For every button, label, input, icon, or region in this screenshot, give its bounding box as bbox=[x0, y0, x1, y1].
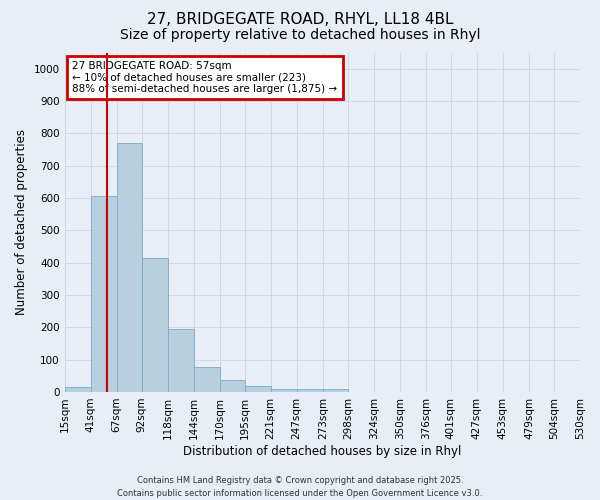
Text: 27, BRIDGEGATE ROAD, RHYL, LL18 4BL: 27, BRIDGEGATE ROAD, RHYL, LL18 4BL bbox=[147, 12, 453, 28]
Bar bbox=[142, 258, 167, 392]
Bar bbox=[271, 388, 297, 392]
X-axis label: Distribution of detached houses by size in Rhyl: Distribution of detached houses by size … bbox=[183, 444, 461, 458]
Y-axis label: Number of detached properties: Number of detached properties bbox=[15, 129, 28, 315]
Bar bbox=[297, 388, 323, 392]
Text: 27 BRIDGEGATE ROAD: 57sqm
← 10% of detached houses are smaller (223)
88% of semi: 27 BRIDGEGATE ROAD: 57sqm ← 10% of detac… bbox=[72, 61, 337, 94]
Text: Contains HM Land Registry data © Crown copyright and database right 2025.
Contai: Contains HM Land Registry data © Crown c… bbox=[118, 476, 482, 498]
Bar bbox=[91, 196, 116, 392]
Bar bbox=[65, 387, 91, 392]
Bar bbox=[245, 386, 271, 392]
Bar bbox=[323, 388, 348, 392]
Bar bbox=[220, 380, 245, 392]
Bar bbox=[194, 366, 220, 392]
Bar bbox=[116, 143, 142, 392]
Text: Size of property relative to detached houses in Rhyl: Size of property relative to detached ho… bbox=[120, 28, 480, 42]
Bar bbox=[167, 329, 194, 392]
